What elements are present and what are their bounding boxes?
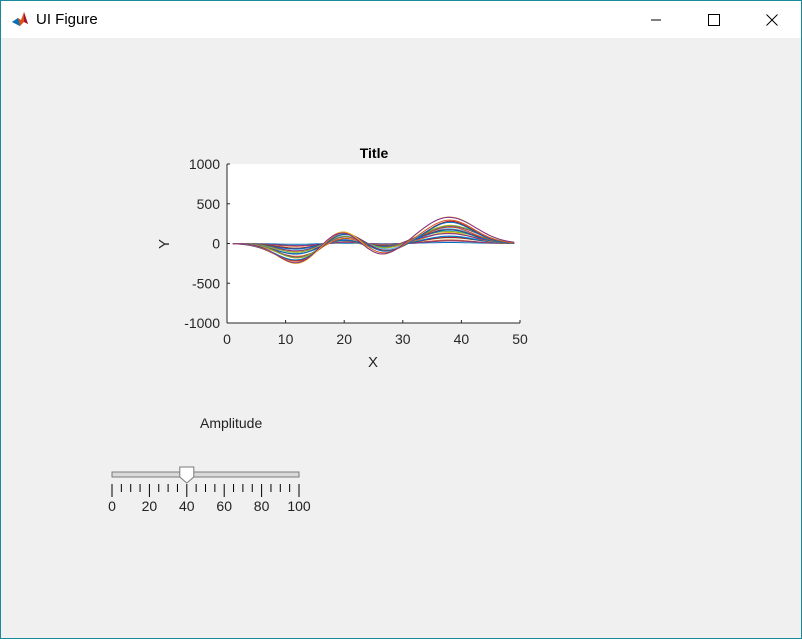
series-line <box>232 225 515 259</box>
chart-title: Title <box>360 145 389 161</box>
slider-tick-label: 100 <box>287 498 311 514</box>
x-tick-label: 0 <box>223 331 231 347</box>
x-tick-label: 20 <box>336 331 352 347</box>
x-axis-label: X <box>368 354 378 371</box>
slider-track[interactable] <box>111 471 300 478</box>
slider-tick-label: 80 <box>254 498 270 514</box>
minimize-icon <box>651 19 661 20</box>
slider-tick-label: 60 <box>216 498 232 514</box>
y-tick-label: 1000 <box>189 156 220 172</box>
maximize-icon <box>708 13 720 26</box>
window-title: UI Figure <box>36 11 98 28</box>
axes-chart[interactable]: 0 10 20 30 40 50 1000 500 0 -500 -1000 Title X Y <box>1 1 801 401</box>
amplitude-slider[interactable]: 0 20 40 60 80 100 <box>1 1 801 531</box>
x-tick-label: 30 <box>395 331 411 347</box>
slider-ticks: 0 20 40 60 80 100 <box>108 484 311 514</box>
close-icon <box>766 13 778 26</box>
title-bar[interactable]: UI Figure <box>1 1 801 38</box>
x-tick-label: 40 <box>454 331 470 347</box>
y-axis-label: Y <box>156 239 173 249</box>
y-tick-label: -500 <box>192 275 220 291</box>
y-tick-label: 500 <box>197 196 221 212</box>
x-tick-label: 50 <box>512 331 528 347</box>
amplitude-label: Amplitude <box>200 415 263 431</box>
y-tick-label: 0 <box>212 236 220 252</box>
ticks-group: 0 10 20 30 40 50 1000 500 0 -500 -1000 <box>184 156 528 347</box>
slider-tick-label: 20 <box>142 498 158 514</box>
minimize-button[interactable] <box>627 1 685 38</box>
y-tick-label: -1000 <box>184 315 220 331</box>
close-button[interactable] <box>743 1 801 38</box>
slider-tick-label: 0 <box>108 498 116 514</box>
slider-tick-label: 40 <box>179 498 195 514</box>
slider-thumb[interactable] <box>179 466 195 484</box>
x-tick-label: 10 <box>278 331 294 347</box>
maximize-button[interactable] <box>685 1 743 38</box>
series-group <box>232 216 515 264</box>
series-line <box>232 240 515 247</box>
matlab-logo-icon <box>11 10 29 28</box>
series-line <box>232 216 515 264</box>
